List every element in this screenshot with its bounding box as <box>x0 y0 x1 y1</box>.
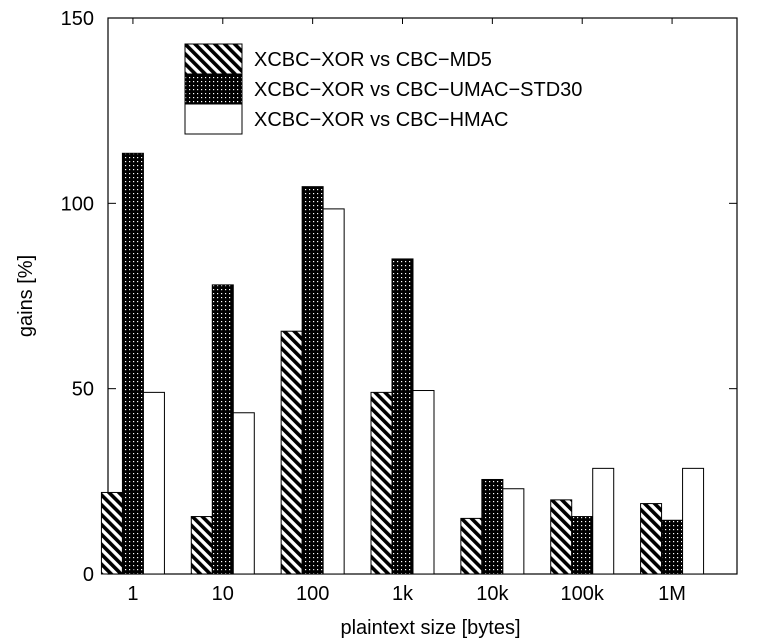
bar <box>301 186 324 575</box>
bar <box>412 390 435 575</box>
legend: XCBC−XOR vs CBC−MD5 XCBC−XOR vs CBC−UMAC−… <box>184 43 582 135</box>
y-tick-label: 50 <box>72 379 94 401</box>
bar <box>100 491 123 575</box>
bar <box>142 391 165 575</box>
bar <box>391 258 414 575</box>
bar <box>592 467 615 575</box>
x-tick-label: 1 <box>127 583 138 605</box>
bar <box>322 208 345 575</box>
x-tick-label: 100k <box>561 583 605 605</box>
bar <box>481 478 504 575</box>
legend-swatch <box>184 103 243 135</box>
x-axis-label: plaintext size [bytes] <box>340 617 520 639</box>
legend-entry-label: XCBC−XOR vs CBC−MD5 <box>254 49 492 71</box>
bar <box>460 517 483 575</box>
y-tick-label: 0 <box>83 564 94 586</box>
bar <box>370 391 393 575</box>
x-tick-label: 10k <box>476 583 509 605</box>
bar <box>190 516 213 575</box>
bar <box>211 284 234 575</box>
bar <box>661 519 684 575</box>
bar <box>232 412 255 575</box>
bar <box>550 499 573 575</box>
y-tick-label: 100 <box>61 193 94 215</box>
bar <box>121 152 144 575</box>
axes-group: 1 10 100 1k 10k 100k 1M 0 50 100 150 <box>61 8 737 605</box>
x-tick-label: 1k <box>392 583 414 605</box>
x-tick-label: 10 <box>212 583 234 605</box>
bar <box>682 467 705 575</box>
bar <box>502 488 525 575</box>
legend-swatch <box>184 73 243 105</box>
y-tick-label: 150 <box>61 8 94 30</box>
bar <box>280 330 303 575</box>
x-tick-label: 100 <box>296 583 329 605</box>
bar <box>640 503 663 575</box>
legend-swatch <box>184 43 243 75</box>
bar <box>571 516 594 575</box>
x-tick-label: 1M <box>658 583 686 605</box>
bars-group <box>100 152 705 575</box>
y-axis-label: gains [%] <box>15 255 37 337</box>
legend-entry-label: XCBC−XOR vs CBC−UMAC−STD30 <box>254 79 582 101</box>
legend-entry-label: XCBC−XOR vs CBC−HMAC <box>254 109 509 131</box>
